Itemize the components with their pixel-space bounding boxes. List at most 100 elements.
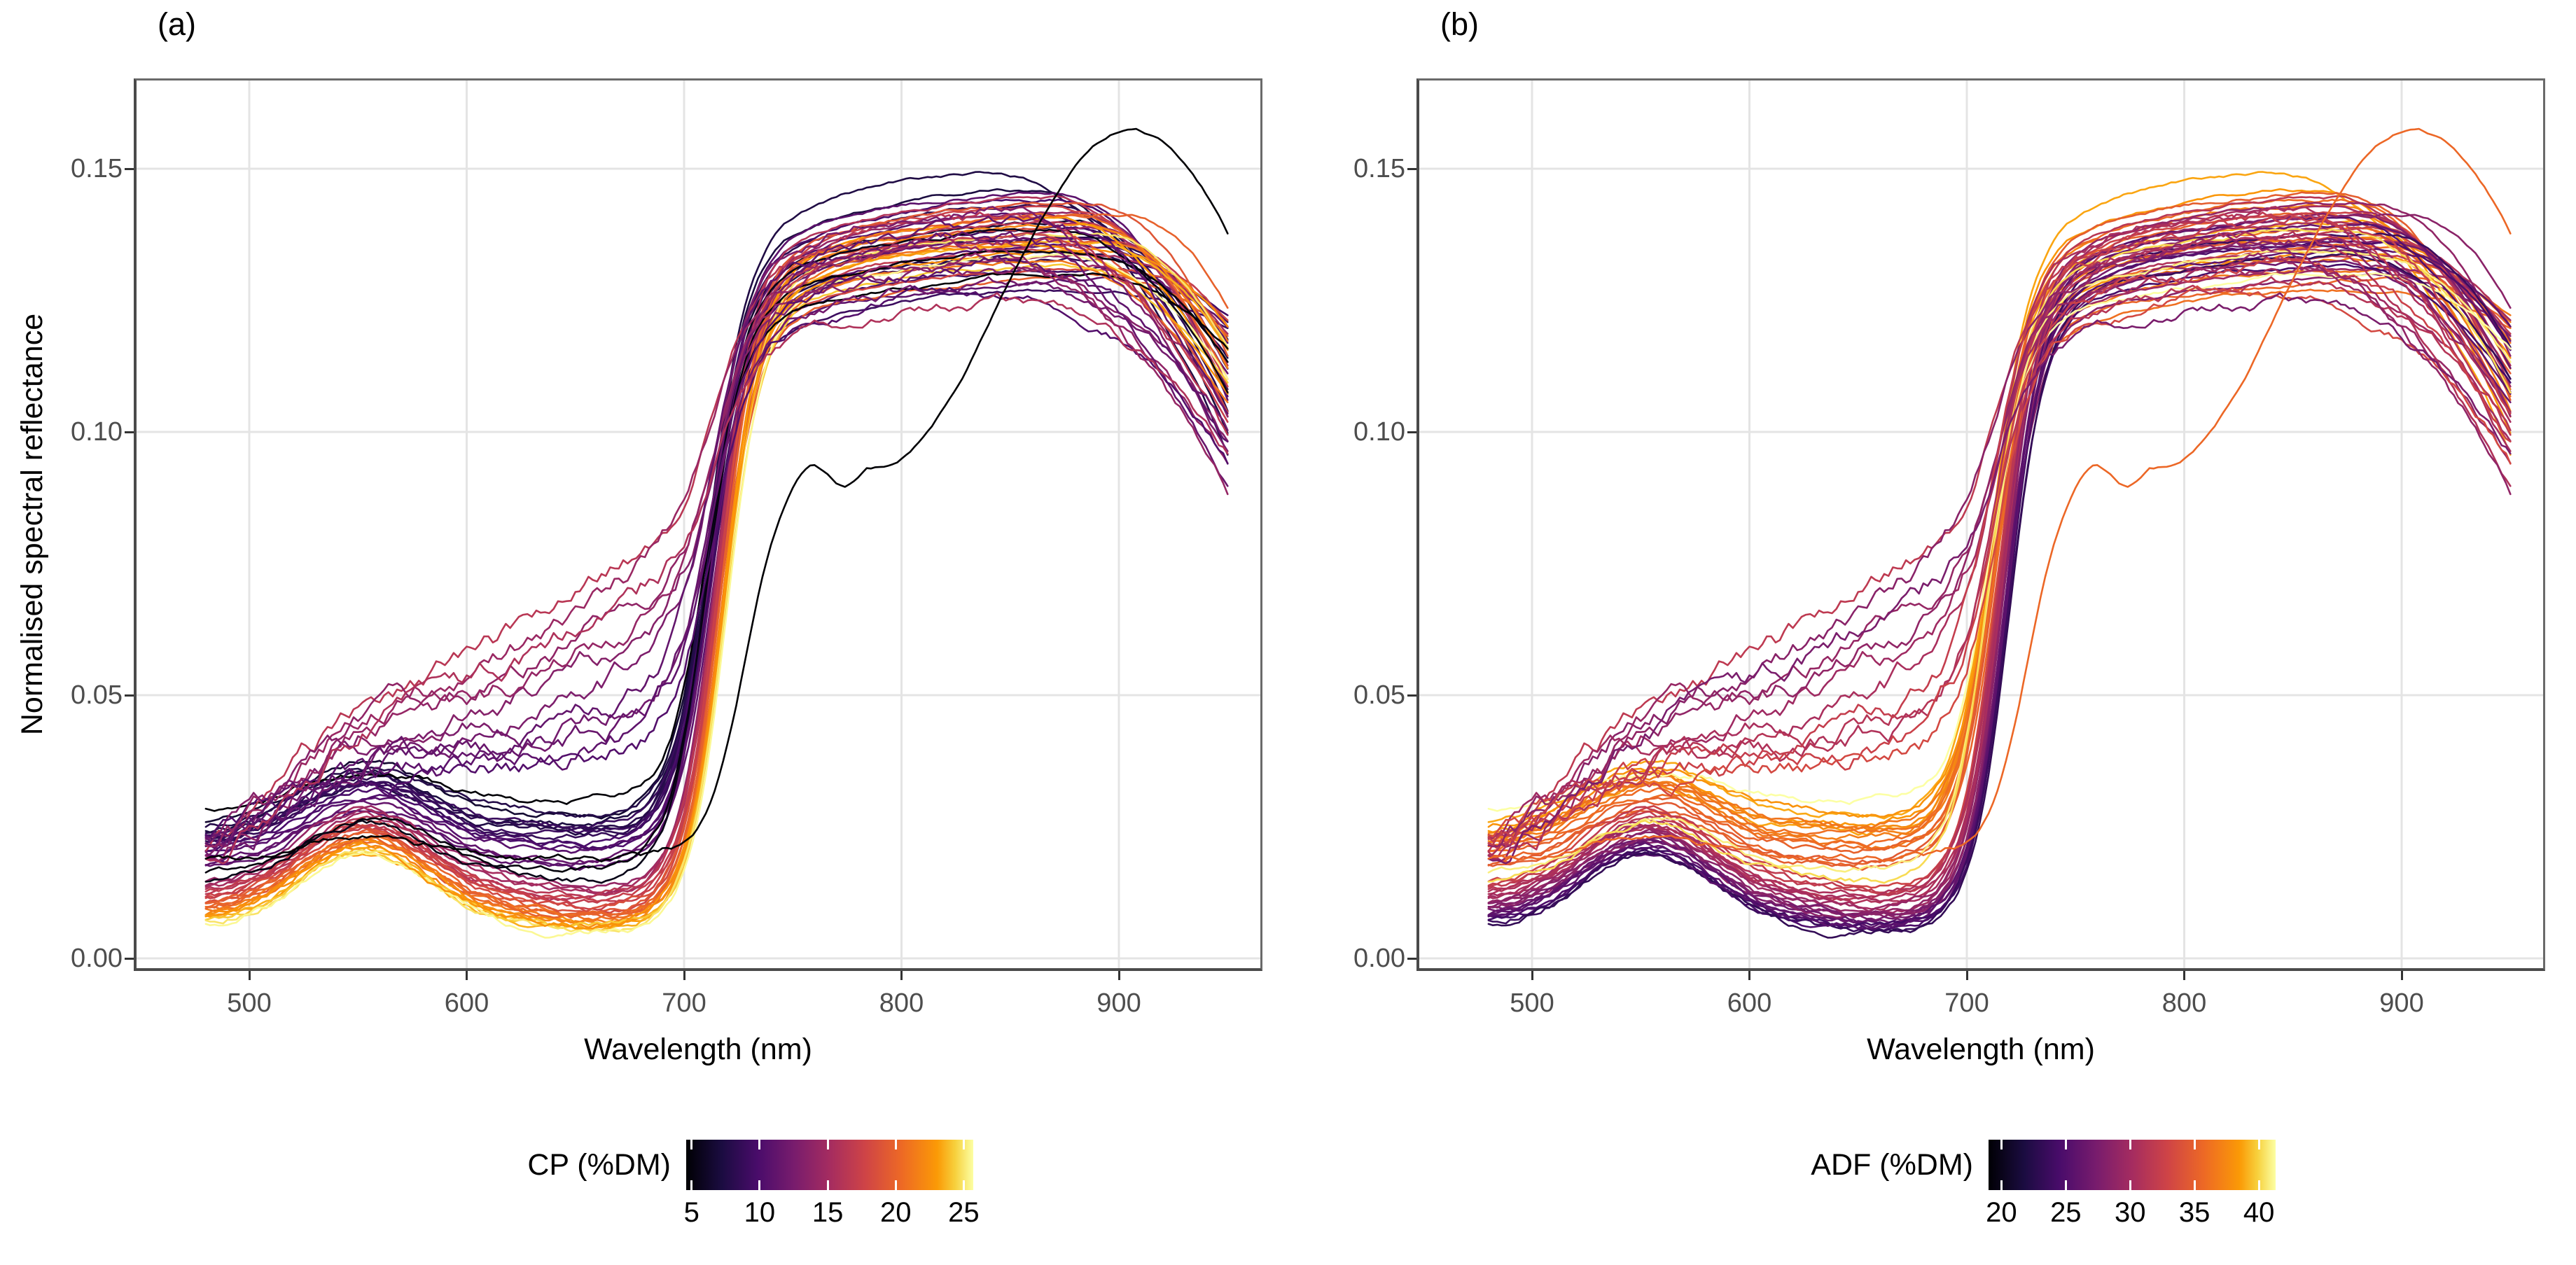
colorbar-tick-label: 5 bbox=[683, 1197, 699, 1228]
colorbar-tick-label: 20 bbox=[879, 1197, 912, 1228]
colorbar-tick bbox=[758, 1180, 761, 1190]
y-axis-title: Normalised spectral reflectance bbox=[15, 313, 49, 736]
y-tick-label: 0.05 bbox=[71, 680, 123, 710]
y-axis-tick bbox=[125, 957, 134, 960]
spectrum-line bbox=[1487, 195, 2512, 902]
y-tick-label: 0.00 bbox=[71, 944, 123, 973]
legend-title-adf: ADF (%DM) bbox=[1811, 1148, 1973, 1182]
colorbar-tick bbox=[2000, 1140, 2003, 1149]
x-axis-tick bbox=[2400, 971, 2403, 980]
spectrum-line bbox=[1487, 211, 2512, 853]
colorbar-tick-label: 20 bbox=[1986, 1197, 2017, 1228]
x-tick-label: 600 bbox=[444, 988, 489, 1018]
x-axis-tick bbox=[683, 971, 685, 980]
spectrum-line bbox=[204, 292, 1229, 865]
y-axis-tick bbox=[1407, 957, 1416, 960]
x-axis-tick bbox=[248, 971, 251, 980]
spectrum-line bbox=[1487, 215, 2512, 843]
colorbar-tick-label: 40 bbox=[2243, 1197, 2275, 1228]
colorbar-tick bbox=[894, 1180, 897, 1190]
panel-b-label: (b) bbox=[1440, 6, 1479, 42]
x-tick-label: 700 bbox=[1944, 988, 1989, 1018]
spectrum-line bbox=[1487, 232, 2512, 848]
colorbar-tick bbox=[2257, 1140, 2260, 1149]
spectrum-line bbox=[204, 255, 1229, 850]
colorbar-tick-label: 25 bbox=[948, 1197, 980, 1228]
y-tick-label: 0.00 bbox=[1353, 944, 1405, 973]
spectrum-line bbox=[204, 211, 1229, 889]
colorbar-tick-label: 10 bbox=[744, 1197, 776, 1228]
x-tick-label: 500 bbox=[227, 988, 272, 1018]
spectrum-line bbox=[1487, 127, 2512, 862]
spectrum-line bbox=[204, 243, 1229, 930]
colorbar-tick-label: 30 bbox=[2114, 1197, 2146, 1228]
colorbar-tick bbox=[962, 1140, 965, 1149]
x-tick-label: 800 bbox=[2161, 988, 2207, 1018]
colorbar-tick bbox=[2129, 1140, 2131, 1149]
y-tick-label: 0.05 bbox=[1353, 680, 1405, 710]
spectrum-line bbox=[1487, 253, 2512, 939]
colorbar-tick bbox=[2193, 1140, 2196, 1149]
y-axis-tick bbox=[1407, 431, 1416, 433]
colorbar-tick-label: 15 bbox=[812, 1197, 844, 1228]
x-tick-label: 500 bbox=[1510, 988, 1554, 1018]
spectrum-line bbox=[204, 215, 1229, 843]
y-tick-label: 0.15 bbox=[71, 154, 123, 183]
colorbar-tick bbox=[758, 1140, 761, 1149]
colorbar-tick bbox=[826, 1140, 829, 1149]
colorbar-tick bbox=[2257, 1180, 2260, 1190]
panel-b-plot-area bbox=[1416, 78, 2545, 971]
colorbar-tick bbox=[2129, 1180, 2131, 1190]
spectrum-line bbox=[204, 195, 1229, 902]
colorbar-tick bbox=[826, 1180, 829, 1190]
spectrum-line bbox=[204, 127, 1229, 862]
y-tick-label: 0.15 bbox=[1353, 154, 1405, 183]
x-tick-label: 900 bbox=[1096, 988, 1141, 1018]
colorbar-adf bbox=[1989, 1140, 2276, 1190]
x-tick-label: 600 bbox=[1727, 988, 1772, 1018]
x-axis-tick bbox=[900, 971, 903, 980]
x-tick-label: 800 bbox=[879, 988, 924, 1018]
spectrum-line bbox=[1487, 285, 2512, 838]
x-tick-label: 700 bbox=[662, 988, 706, 1018]
y-axis-tick bbox=[125, 694, 134, 697]
colorbar-tick bbox=[962, 1180, 965, 1190]
spectrum-line bbox=[204, 211, 1229, 853]
y-axis-tick bbox=[1407, 694, 1416, 697]
x-axis-title-panel-a: Wavelength (nm) bbox=[584, 1033, 812, 1066]
y-tick-label: 0.10 bbox=[71, 417, 123, 447]
spectrum-line bbox=[1487, 230, 2512, 839]
colorbar-tick bbox=[894, 1140, 897, 1149]
spectrum-line bbox=[204, 230, 1229, 839]
spectrum-line bbox=[1487, 243, 2512, 930]
colorbar-tick bbox=[2064, 1180, 2067, 1190]
x-axis-tick bbox=[466, 971, 468, 980]
spectrum-line bbox=[204, 232, 1229, 848]
y-axis-tick bbox=[125, 167, 134, 170]
colorbar-tick bbox=[690, 1180, 693, 1190]
colorbar-tick-label: 35 bbox=[2178, 1197, 2211, 1228]
y-axis-tick bbox=[125, 431, 134, 433]
spectrum-line bbox=[1487, 205, 2512, 911]
y-axis-tick bbox=[1407, 167, 1416, 170]
spectrum-line bbox=[204, 205, 1229, 911]
spectra-plot-cp bbox=[137, 81, 1260, 968]
legend-title-cp: CP (%DM) bbox=[527, 1148, 671, 1182]
panel-a-label: (a) bbox=[158, 6, 196, 42]
x-axis-tick bbox=[2183, 971, 2185, 980]
spectrum-line bbox=[204, 253, 1229, 939]
x-axis-title-panel-b: Wavelength (nm) bbox=[1867, 1033, 2095, 1066]
y-tick-label: 0.10 bbox=[1353, 417, 1405, 447]
colorbar-tick bbox=[2000, 1180, 2003, 1190]
spectrum-line bbox=[1487, 232, 2512, 933]
x-axis-tick bbox=[1531, 971, 1533, 980]
spectrum-line bbox=[1487, 292, 2512, 865]
x-tick-label: 900 bbox=[2379, 988, 2424, 1018]
colorbar-tick bbox=[690, 1140, 693, 1149]
spectrum-line bbox=[204, 232, 1229, 933]
panel-a-plot-area bbox=[134, 78, 1262, 971]
x-axis-tick bbox=[1965, 971, 1968, 980]
colorbar-tick-label: 25 bbox=[2050, 1197, 2082, 1228]
spectrum-line bbox=[1487, 211, 2512, 889]
